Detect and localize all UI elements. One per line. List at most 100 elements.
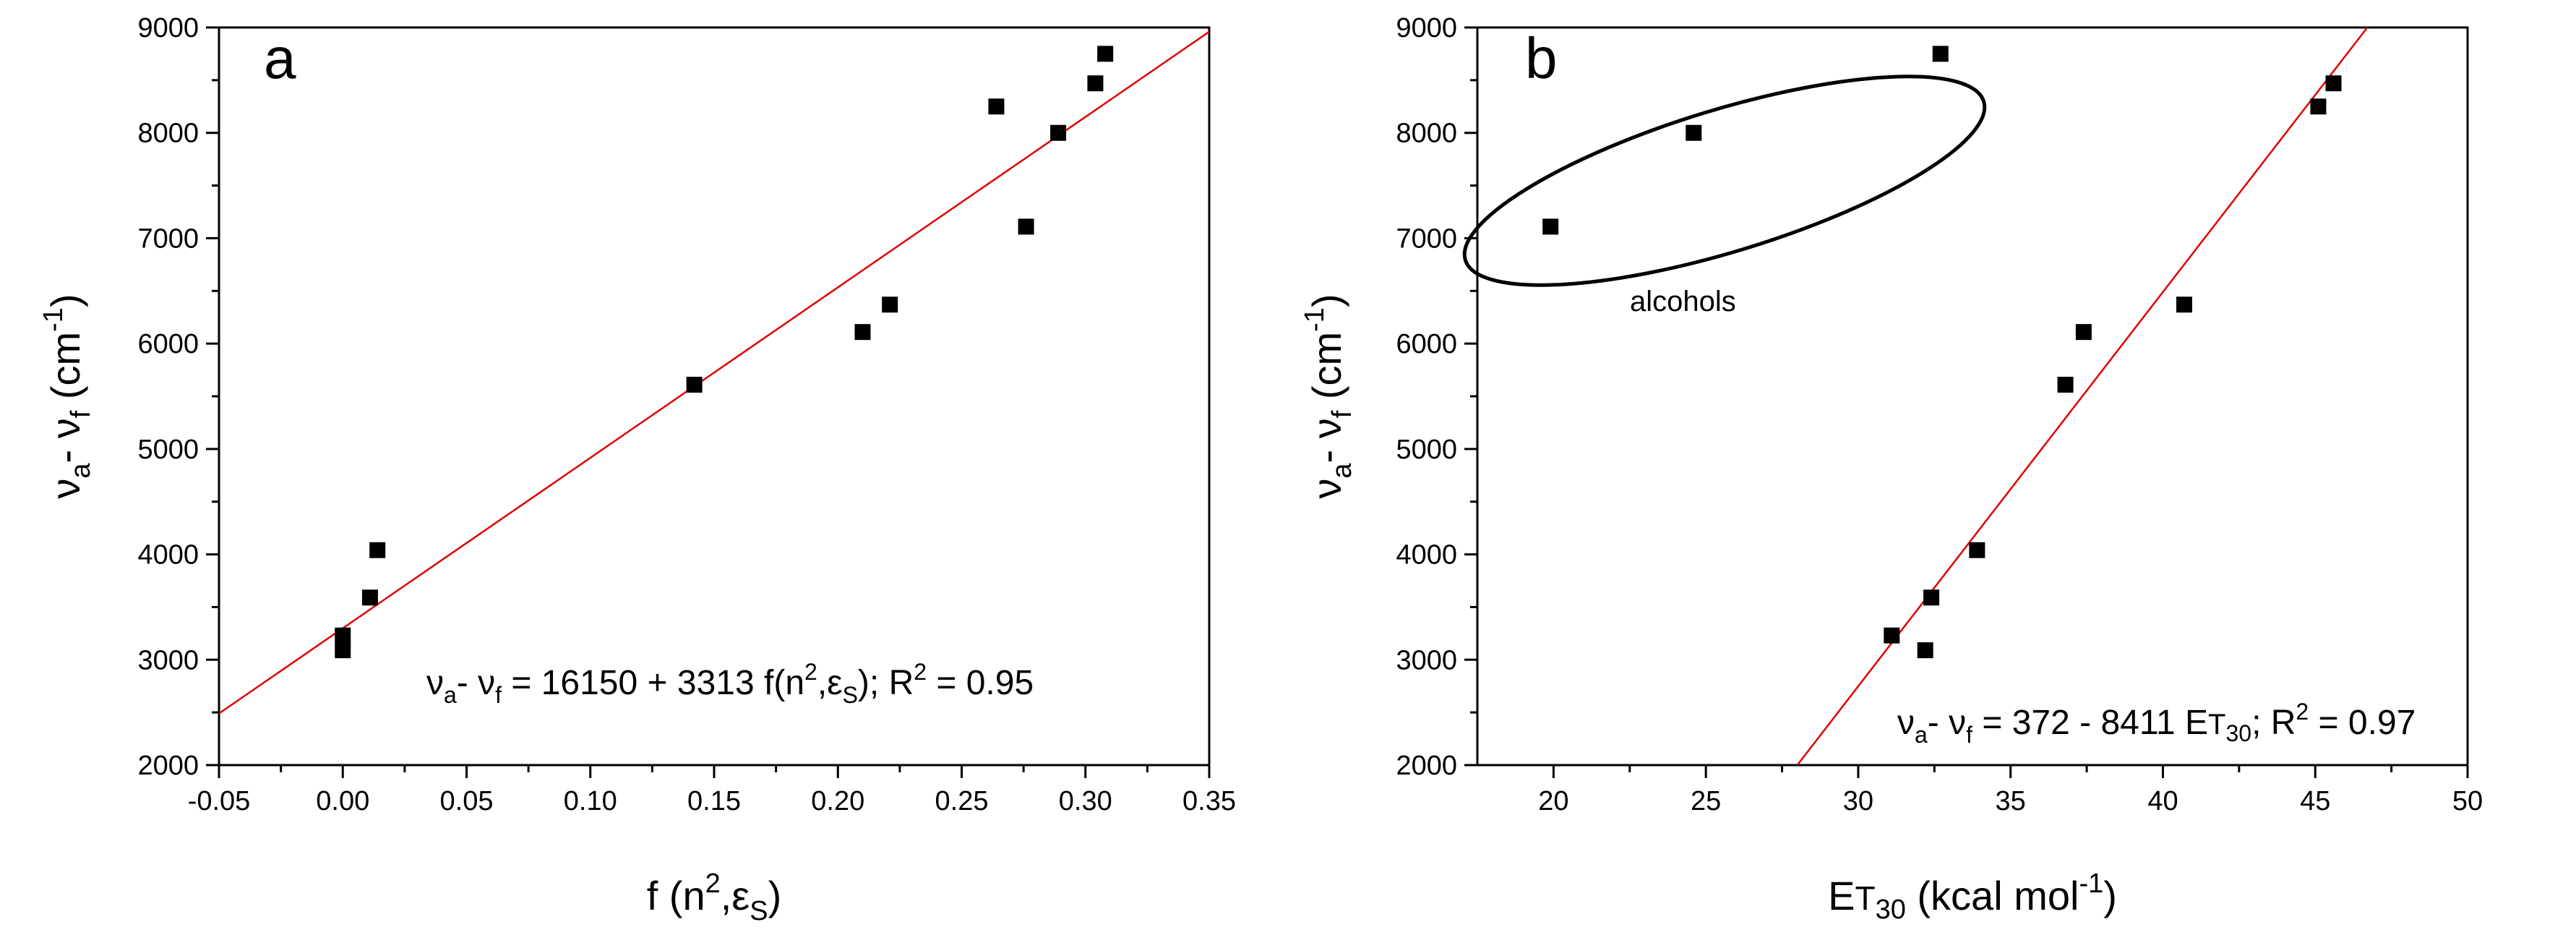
- panel-b-x-ticks: 20 25 30 35 40 45 50: [1538, 765, 2483, 816]
- panel-b-data-point: [1884, 627, 1900, 644]
- panel-a-x-tick-label: 0.05: [440, 786, 494, 816]
- panel-b-plot-area: [1476, 26, 2469, 767]
- panel-a-data-point: [686, 376, 703, 393]
- panel-b-fit-line-group: [1796, 27, 2369, 765]
- eq-b-r-sup: 2: [2296, 699, 2309, 725]
- eq-a-a-sub: a: [444, 682, 457, 708]
- eq-a-sup2: 2: [804, 659, 817, 685]
- panel-a-data-point: [882, 296, 898, 313]
- xa-sep: ,ε: [721, 873, 750, 918]
- eq-a-r-sup: 2: [914, 659, 927, 685]
- yb-close: ): [1304, 294, 1349, 307]
- panel-b-label: b: [1525, 26, 1558, 90]
- panel-a-label: a: [264, 26, 296, 90]
- panel-b-data-point: [1932, 46, 1949, 62]
- panel-a-x-tick-label: 0.00: [316, 786, 369, 816]
- panel-b-equation: νa- νf = 372 - 8411 ET30; R2 = 0.97: [1897, 699, 2416, 748]
- panel-a-y-tick-label: 2000: [137, 751, 199, 781]
- panel-b-x-tick-label: 40: [2147, 786, 2178, 816]
- eq-b-thirty: 30: [2225, 720, 2251, 746]
- panel-b-axes-frame: [1476, 26, 2469, 767]
- panel-a-data-point: [335, 627, 351, 644]
- panel-b-data-point: [2310, 98, 2327, 115]
- panel-b-data-point: [2325, 75, 2342, 92]
- xa-sub: S: [750, 896, 768, 926]
- panel-a-data-point: [1050, 124, 1067, 141]
- panel-a-x-tick-label: 0.10: [564, 786, 617, 816]
- eq-b-a-sub: a: [1915, 722, 1928, 748]
- panel-a: -0.05 0.00 0.05 0.10 0.15 0.20 0.25 0.30 0.35 20…: [38, 13, 1236, 926]
- eq-a-body: = 16150 + 3313 f(n: [502, 664, 804, 702]
- panel-a-x-tick-label: 0.35: [1182, 786, 1236, 816]
- panel-b-y-tick-label: 9000: [1396, 13, 1457, 43]
- panel-b: 20 25 30 35 40 45 50 2000 3000 4000 5000 6000 7000 8…: [1300, 13, 2483, 925]
- eq-b-tail: ; R: [2251, 704, 2296, 742]
- eq-a-sep: ,ε: [817, 664, 843, 702]
- eq-a-end: = 0.95: [927, 664, 1034, 702]
- eq-b-dash: - ν: [1928, 704, 1966, 742]
- panel-a-data-point: [1097, 46, 1114, 62]
- panel-a-x-ticks: -0.05 0.00 0.05 0.10 0.15 0.20 0.25 0.30 0.35: [188, 765, 1236, 816]
- panel-a-data-point: [1018, 218, 1034, 235]
- panel-b-y-axis-title: νa- νf (cm-1): [1300, 294, 1357, 498]
- eq-b-t: T: [2208, 709, 2225, 741]
- eq-a-f-sub: f: [495, 682, 502, 708]
- xb-unit: (kcal mol: [1906, 873, 2079, 918]
- panel-a-x-axis-title: f (n2,εS): [647, 869, 782, 926]
- panel-a-x-tick-label: 0.15: [687, 786, 741, 816]
- panel-a-y-tick-label: 3000: [137, 645, 199, 675]
- panel-b-x-tick-label: 30: [1843, 786, 1873, 816]
- panel-b-y-tick-label: 2000: [1396, 751, 1457, 781]
- panel-b-points: [1542, 46, 2342, 659]
- panel-b-y-ticks: 2000 3000 4000 5000 6000 7000 8000 9000: [1396, 13, 1477, 781]
- panel-a-y-tick-label: 8000: [137, 119, 199, 149]
- panel-b-data-point: [1923, 589, 1940, 606]
- eq-a-tail: ); R: [858, 664, 914, 702]
- panel-a-x-tick-label: 0.25: [935, 786, 989, 816]
- panel-b-x-tick-label: 25: [1691, 786, 1721, 816]
- ya-unit: (cm: [43, 332, 88, 411]
- ya-a-sub: a: [66, 463, 96, 479]
- ya-close: ): [43, 294, 88, 307]
- panel-b-y-tick-label: 5000: [1396, 435, 1457, 465]
- panel-a-data-point: [1087, 75, 1104, 92]
- ya-f-sub: f: [66, 410, 96, 418]
- panel-a-fit-line: [219, 30, 1209, 714]
- panel-b-y-tick-label: 8000: [1396, 119, 1457, 149]
- panel-a-x-tick-label: 0.20: [811, 786, 864, 816]
- panel-a-y-tick-label: 7000: [137, 223, 199, 254]
- panel-a-data-point: [335, 642, 351, 659]
- eq-b-nu-a: ν: [1897, 704, 1915, 742]
- panel-b-data-point: [1917, 642, 1933, 659]
- panel-b-x-tick-label: 35: [1996, 786, 2026, 816]
- xb-30: 30: [1876, 895, 1906, 925]
- eq-a-dash: - ν: [457, 664, 495, 702]
- panel-b-data-point: [1686, 124, 1702, 141]
- panel-a-equation: νa- νf = 16150 + 3313 f(n2,εS); R2 = 0.9…: [426, 659, 1034, 708]
- panel-b-alcohols-ellipse: [1462, 74, 1987, 287]
- panel-a-y-ticks: 2000 3000 4000 5000 6000 7000 8000 9000: [137, 13, 219, 781]
- eq-b-end: = 0.97: [2309, 704, 2416, 742]
- panel-a-x-tick-label: 0.30: [1059, 786, 1112, 816]
- panel-a-data-point: [988, 98, 1005, 115]
- panel-b-x-tick-label: 20: [1538, 786, 1568, 816]
- panel-b-data-point: [2176, 296, 2192, 313]
- yb-dash: - ν: [1304, 418, 1349, 463]
- xb-unit-sup: -1: [2079, 869, 2103, 899]
- panel-b-data-point: [2057, 376, 2074, 393]
- panel-b-fit-line: [1796, 27, 2369, 765]
- panel-a-data-point: [854, 324, 871, 341]
- ya-dash: - ν: [43, 418, 88, 463]
- xa-sup: 2: [705, 869, 721, 899]
- xa-end: ): [768, 873, 782, 918]
- panel-b-data-point: [2075, 324, 2092, 341]
- panel-a-y-tick-label: 5000: [137, 435, 199, 465]
- panel-b-x-axis-title: ET30 (kcal mol-1): [1828, 869, 2117, 925]
- panel-b-y-tick-label: 4000: [1396, 540, 1457, 571]
- yb-a-sub: a: [1327, 463, 1357, 479]
- panel-a-data-point: [361, 589, 378, 606]
- panel-b-alcohols-label: alcohols: [1630, 286, 1736, 317]
- xb-t: T: [1855, 879, 1875, 917]
- ya-nu: ν: [43, 479, 88, 499]
